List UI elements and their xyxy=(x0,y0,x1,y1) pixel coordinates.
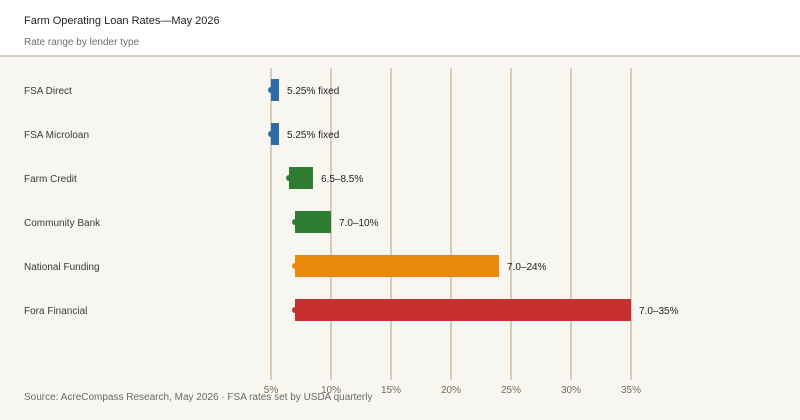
data-label: 6.5–8.5% xyxy=(321,174,363,185)
category-label: FSA Direct xyxy=(24,86,72,97)
chart-title: Farm Operating Loan Rates—May 2026 xyxy=(24,15,220,27)
category-label: FSA Microloan xyxy=(24,130,89,141)
data-label: 7.0–10% xyxy=(339,218,379,229)
x-tick-label: 25% xyxy=(501,385,521,396)
range-start-marker xyxy=(292,263,298,269)
x-tick-label: 30% xyxy=(561,385,581,396)
range-start-marker xyxy=(292,219,298,225)
range-start-marker xyxy=(286,175,292,181)
x-tick-label: 15% xyxy=(381,385,401,396)
category-label: Fora Financial xyxy=(24,306,87,317)
range-bar xyxy=(271,79,279,101)
x-tick-label: 20% xyxy=(441,385,461,396)
chart-source: Source: AcreCompass Research, May 2026 ·… xyxy=(24,392,373,403)
range-start-marker xyxy=(292,307,298,313)
data-label: 5.25% fixed xyxy=(287,86,339,97)
range-bar xyxy=(295,299,631,321)
range-start-marker xyxy=(268,87,274,93)
range-start-marker xyxy=(268,131,274,137)
x-tick-label: 10% xyxy=(321,385,341,396)
chart-header: Farm Operating Loan Rates—May 2026 Rate … xyxy=(0,0,800,57)
range-bar xyxy=(271,123,279,145)
range-bar xyxy=(295,211,331,233)
data-label: 7.0–24% xyxy=(507,262,547,273)
chart-subtitle: Rate range by lender type xyxy=(24,37,140,48)
category-label: Community Bank xyxy=(24,218,101,229)
category-label: Farm Credit xyxy=(24,174,77,185)
range-bar xyxy=(289,167,313,189)
x-tick-label: 5% xyxy=(264,385,279,396)
data-label: 7.0–35% xyxy=(639,306,679,317)
data-label: 5.25% fixed xyxy=(287,130,339,141)
category-label: National Funding xyxy=(24,262,100,273)
x-tick-label: 35% xyxy=(621,385,641,396)
range-bar xyxy=(295,255,499,277)
